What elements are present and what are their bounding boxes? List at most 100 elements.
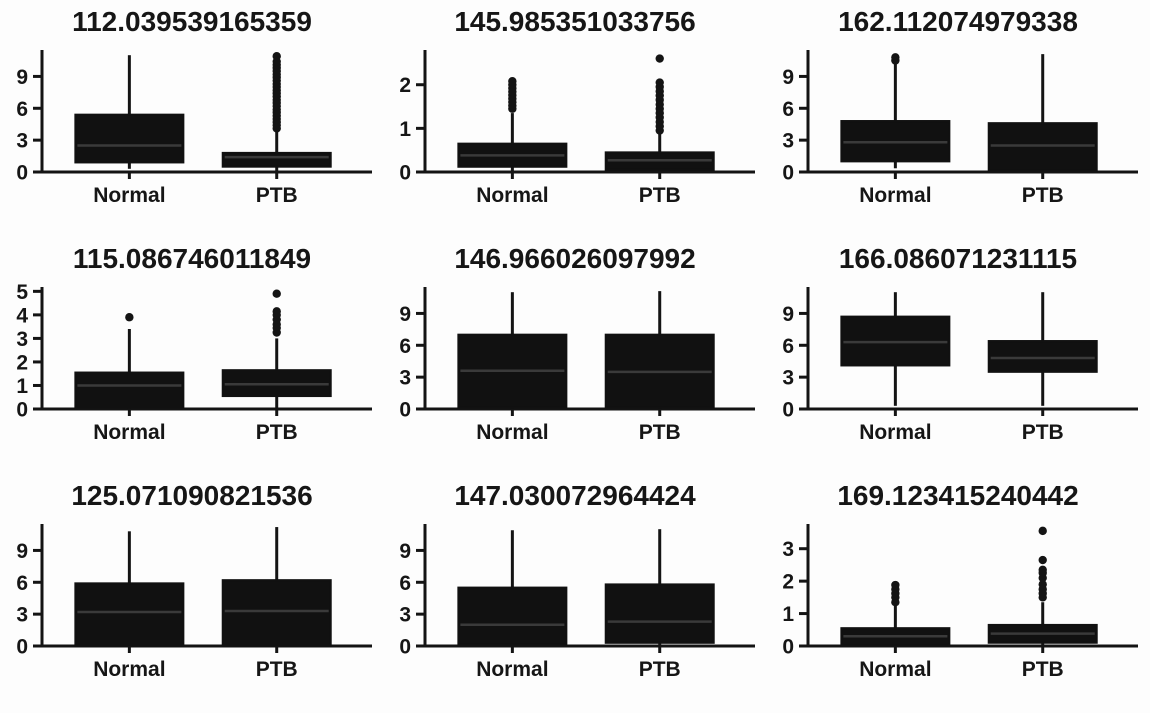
category-label: Normal: [476, 184, 548, 207]
outlier-point: [1038, 526, 1047, 536]
boxplot-panel-169: 169.123415240442 0 1 2 3 Normal PTB: [766, 474, 1150, 713]
panel-title: 125.071090821536: [71, 480, 313, 511]
iqr-box-normal: [74, 582, 185, 647]
y-tick-label: 0: [399, 162, 411, 185]
boxplot-panel-162: 162.112074979338 0 3 6 9 Normal PTB: [766, 0, 1150, 237]
outlier-point: [1038, 555, 1047, 565]
y-tick-label: 2: [782, 571, 794, 594]
category-label: Normal: [93, 421, 165, 444]
y-tick-label: 6: [16, 98, 28, 121]
category-label: Normal: [93, 658, 165, 681]
y-tick-label: 9: [16, 66, 28, 89]
category-label: PTB: [639, 184, 681, 207]
boxplot-canvas: 0 3 6 9 Normal PTB: [782, 50, 1138, 207]
boxplot-canvas: 0 3 6 9 Normal PTB: [399, 524, 755, 681]
y-tick-label: 0: [782, 399, 794, 422]
y-tick-label: 3: [16, 130, 28, 153]
iqr-box-ptb: [221, 151, 332, 168]
panel-title: 169.123415240442: [837, 480, 1079, 511]
boxplot-canvas: 0 3 6 9 Normal PTB: [399, 287, 755, 444]
category-label: PTB: [639, 421, 681, 444]
y-tick-label: 0: [399, 636, 411, 659]
y-tick-label: 3: [782, 367, 794, 390]
category-label: Normal: [476, 658, 548, 681]
boxplot-panel-166: 166.086071231115 0 3 6 9 Normal PTB: [766, 237, 1150, 474]
y-tick-label: 0: [16, 162, 28, 185]
panel-title: 146.966026097992: [454, 243, 696, 274]
outlier-point: [655, 78, 664, 87]
y-tick-label: 2: [399, 74, 411, 97]
boxplot-panel-145: 145.985351033756 0 1 2 Normal PTB: [383, 0, 766, 237]
y-tick-label: 9: [399, 303, 411, 326]
y-tick-label: 3: [16, 604, 28, 627]
category-label: PTB: [256, 184, 298, 207]
category-label: PTB: [1022, 658, 1064, 681]
y-tick-label: 3: [782, 130, 794, 153]
y-tick-label: 9: [782, 303, 794, 326]
y-tick-label: 0: [399, 399, 411, 422]
boxplot-canvas: 0 3 6 9 Normal PTB: [782, 287, 1138, 444]
category-label: Normal: [859, 421, 931, 444]
y-tick-label: 5: [16, 281, 28, 304]
outlier-point: [1038, 565, 1047, 574]
y-tick-label: 1: [16, 375, 28, 398]
category-label: Normal: [476, 421, 548, 444]
outlier-point: [125, 313, 134, 322]
boxplot-canvas: 0 3 6 9 Normal PTB: [16, 50, 372, 207]
boxplot-panel-146: 146.966026097992 0 3 6 9 Normal PTB: [383, 237, 766, 474]
panel-title: 145.985351033756: [454, 6, 696, 37]
y-tick-label: 0: [782, 636, 794, 659]
iqr-box-normal: [74, 113, 185, 164]
category-label: PTB: [1022, 421, 1064, 444]
boxplot-panel-147: 147.030072964424 0 3 6 9 Normal PTB: [383, 474, 766, 713]
y-tick-label: 9: [399, 540, 411, 563]
y-tick-label: 6: [399, 572, 411, 595]
category-label: PTB: [256, 658, 298, 681]
outlier-point: [891, 580, 900, 590]
y-tick-label: 0: [782, 162, 794, 185]
y-tick-label: 2: [16, 351, 28, 374]
panel-title: 112.039539165359: [72, 6, 312, 37]
y-tick-label: 6: [399, 335, 411, 358]
category-label: PTB: [256, 421, 298, 444]
iqr-box-ptb: [221, 579, 332, 647]
category-label: PTB: [639, 658, 681, 681]
iqr-box-ptb: [604, 583, 715, 644]
y-tick-label: 0: [16, 399, 28, 422]
boxplot-panel-115: 115.086746011849 0 1 2 3 4 5 Normal PTB: [0, 237, 383, 474]
boxplot-panel-125: 125.071090821536 0 3 6 9 Normal PTB: [0, 474, 383, 713]
y-tick-label: 3: [399, 604, 411, 627]
y-tick-label: 6: [16, 572, 28, 595]
panel-title: 147.030072964424: [454, 480, 696, 511]
panel-title: 115.086746011849: [72, 243, 312, 274]
iqr-box-normal: [74, 371, 185, 409]
y-tick-label: 3: [782, 538, 794, 561]
y-tick-label: 9: [16, 540, 28, 563]
y-tick-label: 0: [16, 636, 28, 659]
iqr-box-normal: [457, 586, 568, 646]
boxplot-canvas: 0 3 6 9 Normal PTB: [16, 524, 372, 681]
y-tick-label: 9: [782, 66, 794, 89]
outlier-point: [272, 52, 281, 61]
y-tick-label: 1: [782, 603, 794, 626]
iqr-box-ptb: [987, 122, 1098, 172]
panel-title: 166.086071231115: [838, 243, 1078, 274]
category-label: Normal: [859, 184, 931, 207]
boxplot-canvas: 0 1 2 3 Normal PTB: [782, 524, 1138, 681]
outlier-point: [891, 53, 900, 62]
outlier-point: [272, 289, 281, 298]
boxplot-panel-112: 112.039539165359 0 3 6 9 Normal PTB: [0, 0, 383, 237]
y-tick-label: 3: [16, 328, 28, 351]
iqr-box-ptb: [987, 340, 1098, 373]
category-label: PTB: [1022, 184, 1064, 207]
outlier-point: [508, 77, 517, 86]
panel-title: 162.112074979338: [838, 6, 1078, 37]
y-tick-label: 1: [399, 118, 411, 141]
y-tick-label: 3: [399, 367, 411, 390]
category-label: Normal: [859, 658, 931, 681]
outlier-point: [1038, 580, 1047, 589]
y-tick-label: 6: [782, 335, 794, 358]
outlier-point: [655, 54, 664, 63]
